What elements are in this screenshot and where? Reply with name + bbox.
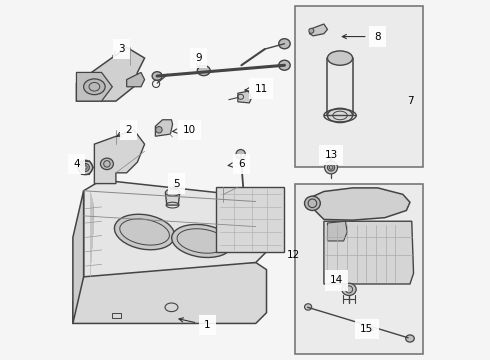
Ellipse shape	[78, 160, 93, 175]
Ellipse shape	[152, 72, 162, 80]
Polygon shape	[155, 120, 172, 136]
Text: 1: 1	[179, 318, 211, 330]
Polygon shape	[324, 221, 414, 284]
Polygon shape	[238, 91, 251, 103]
Ellipse shape	[156, 127, 162, 133]
Text: 11: 11	[245, 84, 268, 94]
Ellipse shape	[304, 196, 320, 211]
Text: 15: 15	[360, 324, 374, 334]
Ellipse shape	[327, 164, 335, 171]
Text: 5: 5	[173, 179, 180, 189]
Text: 14: 14	[330, 275, 343, 285]
Text: 9: 9	[195, 53, 202, 68]
Text: 4: 4	[73, 159, 85, 169]
Text: 13: 13	[324, 150, 338, 160]
Polygon shape	[73, 262, 267, 323]
Ellipse shape	[309, 28, 314, 33]
Ellipse shape	[327, 108, 353, 123]
Ellipse shape	[279, 39, 290, 49]
Polygon shape	[95, 130, 145, 184]
Ellipse shape	[279, 60, 290, 70]
Polygon shape	[166, 193, 180, 205]
Ellipse shape	[81, 163, 89, 171]
Ellipse shape	[100, 158, 113, 170]
Polygon shape	[216, 187, 285, 252]
Ellipse shape	[327, 51, 353, 65]
Ellipse shape	[172, 224, 232, 257]
Polygon shape	[126, 72, 145, 87]
Ellipse shape	[324, 161, 338, 174]
Text: 10: 10	[172, 125, 196, 135]
Ellipse shape	[304, 304, 312, 310]
Bar	[112, 313, 122, 318]
Polygon shape	[84, 180, 267, 277]
Bar	[295, 6, 422, 167]
Text: 7: 7	[407, 96, 413, 106]
Polygon shape	[310, 188, 410, 220]
Ellipse shape	[197, 66, 210, 76]
Text: 2: 2	[116, 125, 132, 137]
Ellipse shape	[166, 189, 180, 196]
Text: 8: 8	[342, 32, 381, 41]
Polygon shape	[310, 24, 327, 36]
Polygon shape	[76, 47, 145, 101]
Ellipse shape	[406, 335, 414, 342]
Ellipse shape	[115, 214, 175, 250]
Bar	[295, 184, 422, 354]
Polygon shape	[73, 191, 84, 323]
Ellipse shape	[84, 79, 105, 95]
Ellipse shape	[236, 149, 245, 159]
Polygon shape	[76, 72, 112, 101]
Ellipse shape	[342, 283, 356, 296]
Text: 12: 12	[287, 250, 300, 260]
Text: 3: 3	[113, 44, 124, 56]
Text: 6: 6	[228, 159, 245, 169]
Polygon shape	[327, 221, 347, 241]
